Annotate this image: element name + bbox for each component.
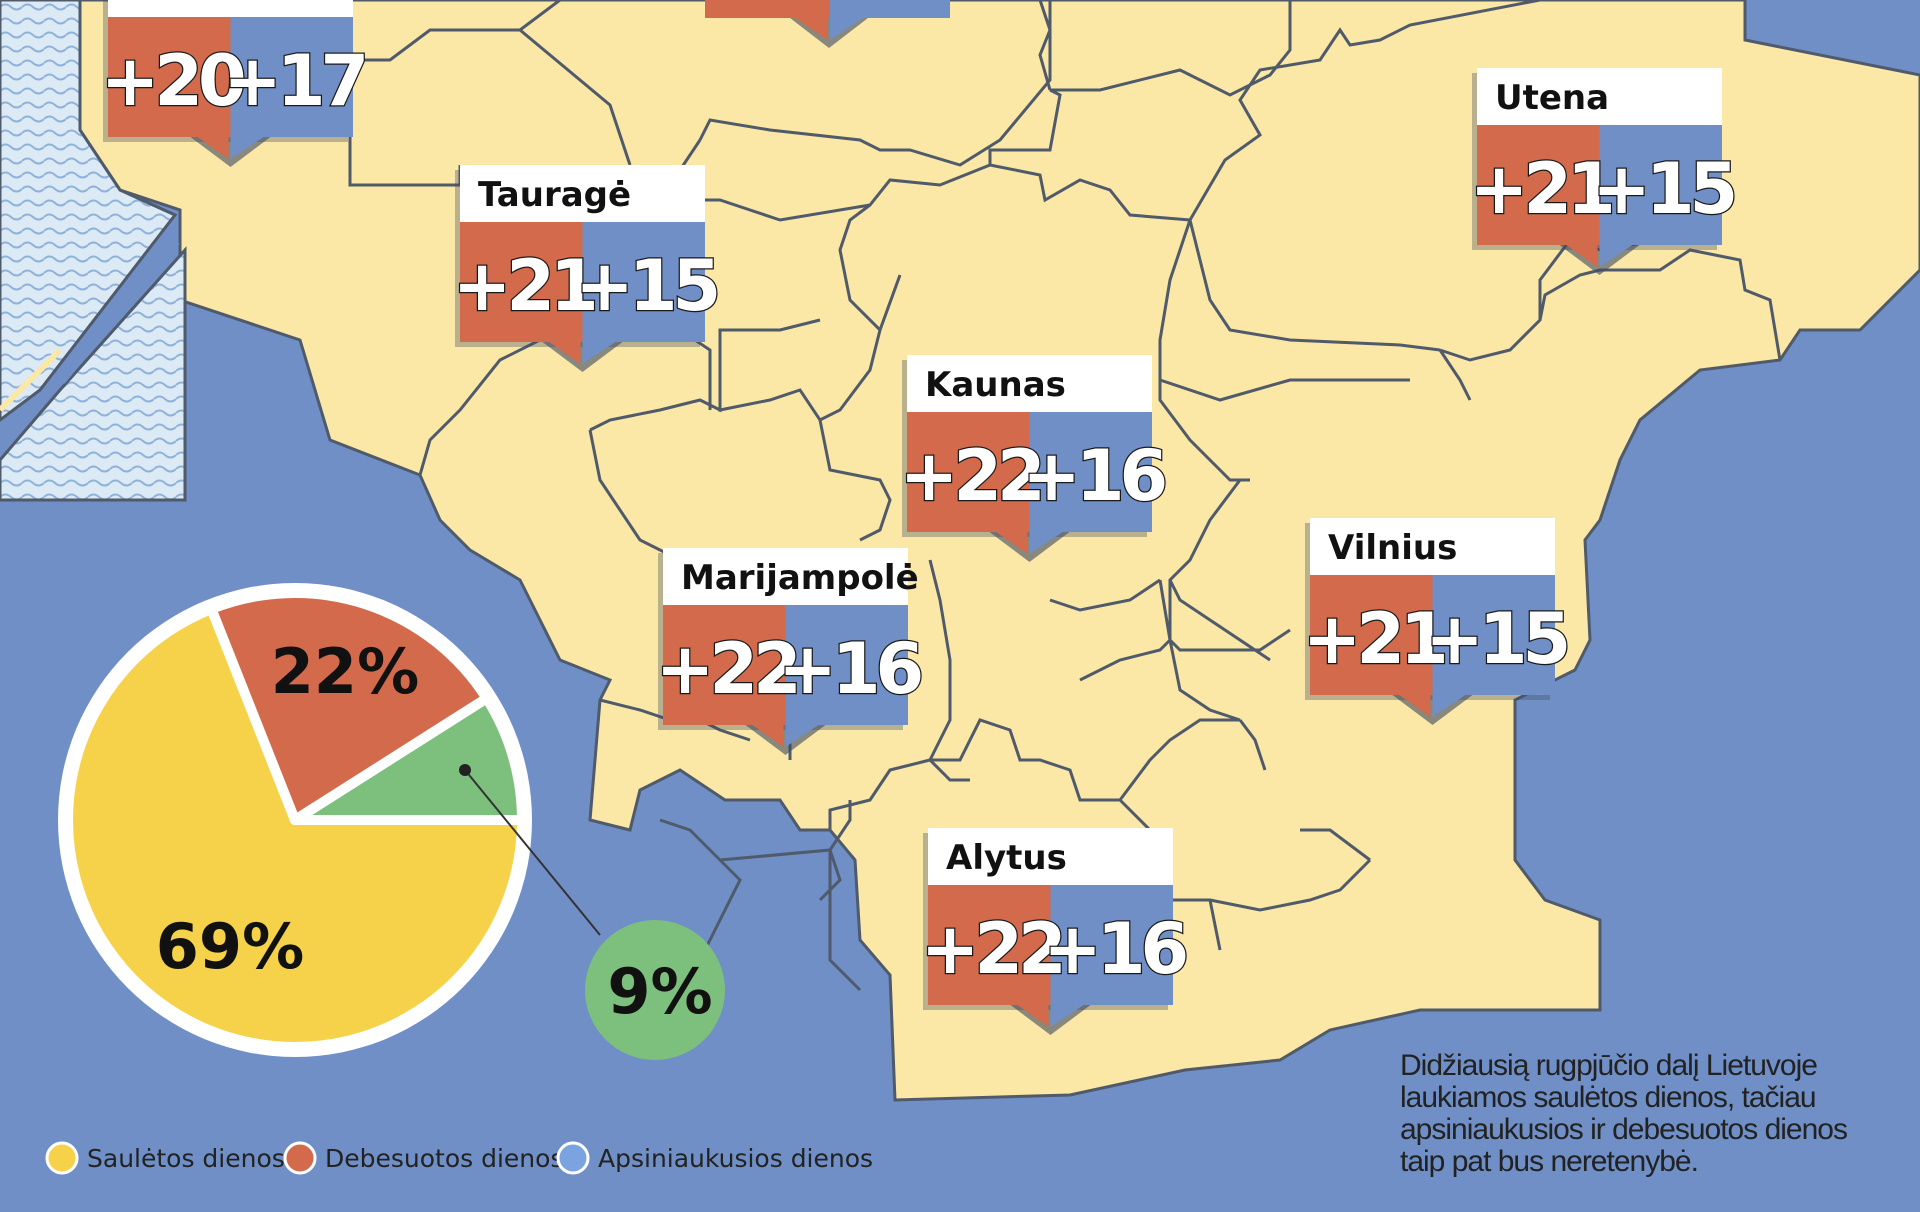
night-temp-box xyxy=(1599,125,1722,245)
day-temp: +22 xyxy=(900,435,1041,517)
leader-dot xyxy=(459,764,471,776)
day-temp: +22 xyxy=(921,908,1062,990)
city-header xyxy=(907,355,1152,412)
summary-note: Didžiausią rugpjūčio dalį Lietuvoje lauk… xyxy=(1400,1049,1848,1178)
day-temp-box xyxy=(928,885,1051,1005)
night-temp: +17 xyxy=(223,40,364,122)
pie-slice xyxy=(206,588,492,825)
city-header xyxy=(1477,68,1722,125)
city-marker: Tauragė +21+15 xyxy=(451,165,723,372)
city-name: Kaunas xyxy=(925,365,1066,405)
night-temp-box xyxy=(1029,412,1152,532)
pie-legend: Saulėtos dienos Debesuotos dienos Apsiniau… xyxy=(45,1141,873,1175)
leader-line xyxy=(464,769,601,936)
city-header xyxy=(663,548,908,605)
day-temp-box xyxy=(1477,125,1600,245)
city-header xyxy=(928,828,1173,885)
pie-chart: 69% 22% 9% xyxy=(58,583,725,1060)
day-temp: +21 xyxy=(1470,148,1611,230)
spit-strip xyxy=(55,236,180,384)
day-temp-box xyxy=(907,412,1030,532)
city-marker: Vilnius +21+15 xyxy=(1301,518,1573,725)
night-temp-box xyxy=(1432,575,1555,695)
night-temp: +15 xyxy=(1425,598,1566,680)
legend-label: Debesuotos dienos xyxy=(325,1144,563,1173)
night-temp: +15 xyxy=(1592,148,1733,230)
small-slice-bubble xyxy=(585,920,725,1060)
city-header xyxy=(108,0,353,17)
night-temp-box xyxy=(785,605,908,725)
legend-swatch xyxy=(556,1141,590,1175)
pie-slice xyxy=(63,603,527,1052)
day-temp: +20 xyxy=(101,40,244,122)
city-name: Alytus xyxy=(946,838,1067,878)
day-temp-box xyxy=(108,17,231,137)
night-temp-box xyxy=(582,222,705,342)
slice-label: 69% xyxy=(156,910,304,983)
legend-swatch xyxy=(283,1141,317,1175)
night-temp-box xyxy=(230,17,353,137)
city-name: Marijampolė xyxy=(681,558,919,598)
city-marker-partial xyxy=(705,0,950,48)
slice-label: 9% xyxy=(607,955,712,1028)
day-temp: +22 xyxy=(656,628,797,710)
night-temp: +16 xyxy=(1043,908,1185,990)
city-marker: Marijampolė +22+16 xyxy=(654,548,927,755)
city-name: Vilnius xyxy=(1328,528,1457,568)
city-marker: Kaunas +22+16 xyxy=(898,355,1171,562)
city-name: Tauragė xyxy=(478,175,631,215)
day-temp-box xyxy=(460,222,583,342)
city-header xyxy=(460,165,705,222)
city-name: Utena xyxy=(1495,78,1609,118)
day-temp: +21 xyxy=(453,245,594,327)
city-header xyxy=(1310,518,1555,575)
city-marker: Utena +21+15 xyxy=(1468,68,1740,275)
legend-label: Apsiniaukusios dienos xyxy=(598,1144,873,1173)
night-temp: +15 xyxy=(575,245,716,327)
day-temp-box xyxy=(663,605,786,725)
night-temp: +16 xyxy=(778,628,920,710)
slice-label: 22% xyxy=(271,635,419,708)
curonian-spit xyxy=(0,246,187,502)
pie-slice xyxy=(290,693,527,825)
day-temp: +21 xyxy=(1303,598,1444,680)
legend-swatch xyxy=(45,1141,79,1175)
city-marker: +20+17 xyxy=(99,0,371,167)
curonian-lagoon xyxy=(0,0,178,422)
night-temp: +16 xyxy=(1022,435,1164,517)
day-temp-box xyxy=(1310,575,1433,695)
night-temp-box xyxy=(1050,885,1173,1005)
legend-label: Saulėtos dienos xyxy=(87,1144,285,1173)
city-marker: Alytus +22+16 xyxy=(919,828,1192,1035)
city-markers: +20+17Tauragė+21+15Utena+21+15Kaunas+22+… xyxy=(99,0,1740,1035)
